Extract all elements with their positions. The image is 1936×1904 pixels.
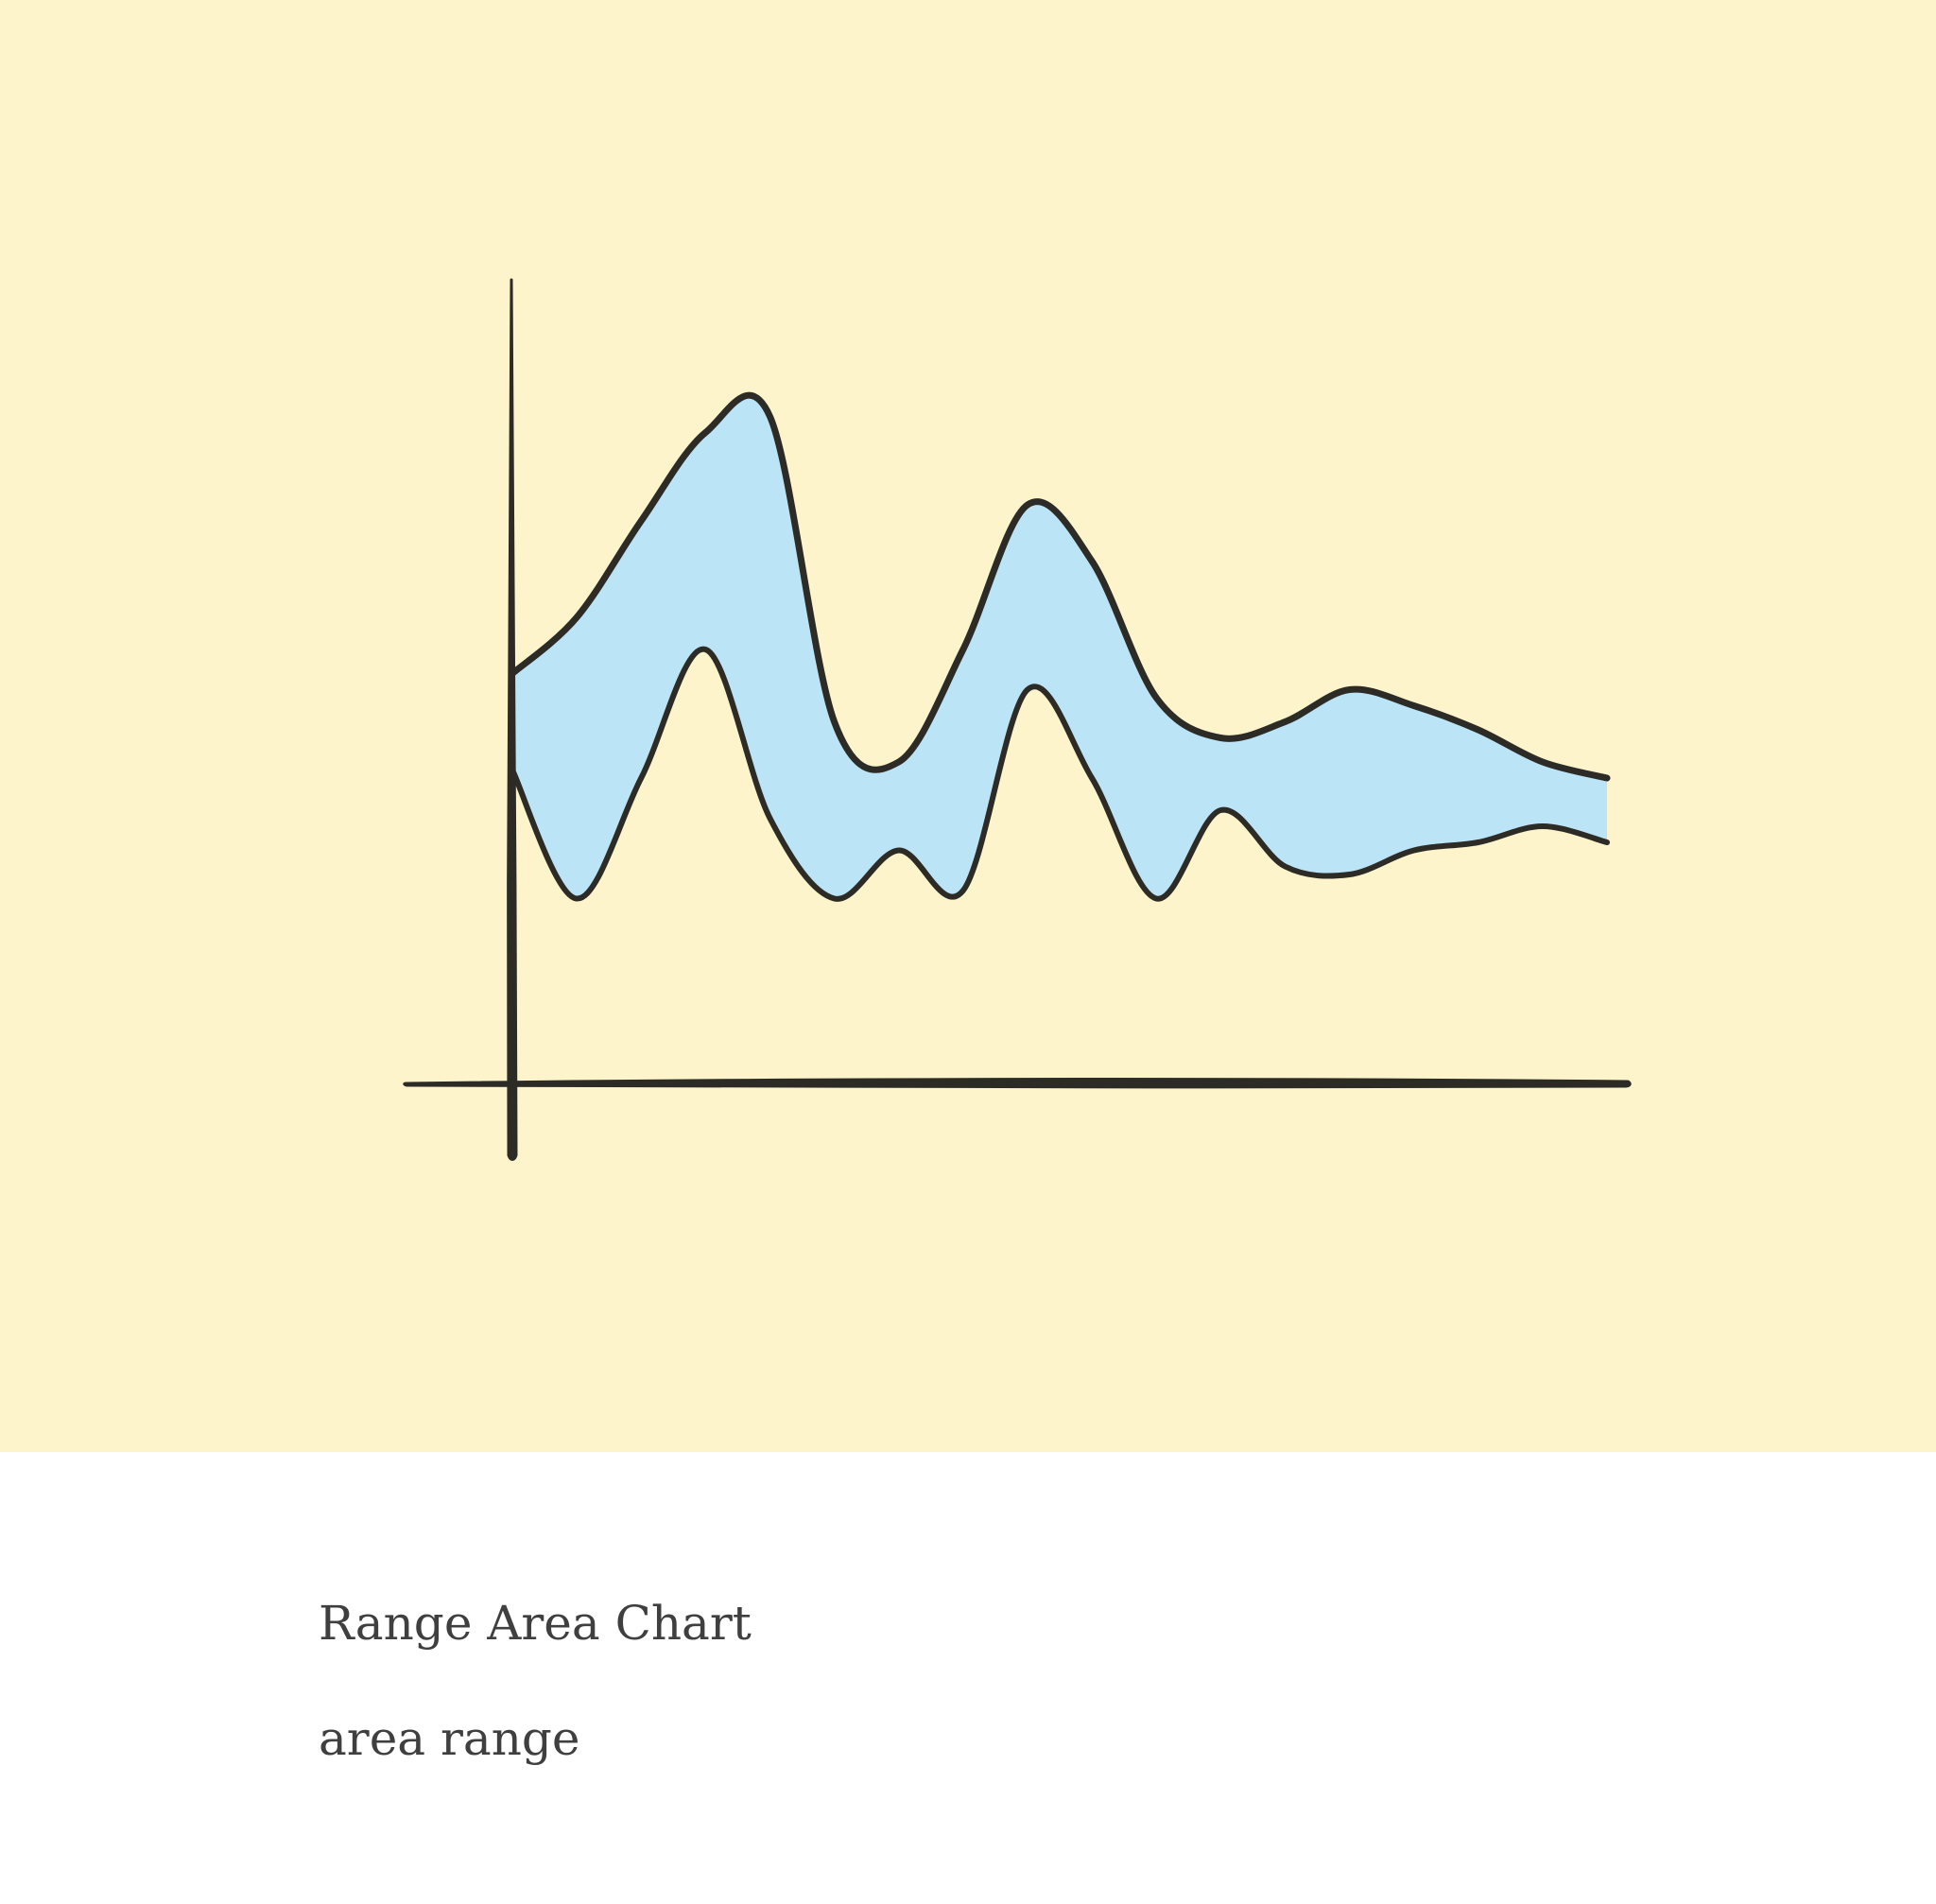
upper-point-6: [896, 759, 902, 765]
range-area-fill: [512, 395, 1607, 899]
chart-card-illustration: [0, 0, 1936, 1452]
lower-point-1: [574, 896, 579, 902]
upper-point-12: [1282, 719, 1288, 725]
lower-point-2: [638, 775, 644, 781]
upper-point-4: [767, 414, 772, 420]
lower-bound-line: [510, 646, 1610, 902]
upper-point-0: [510, 671, 515, 677]
card-title: Range Area Chart: [319, 1596, 752, 1651]
lower-point-10: [1153, 896, 1159, 902]
upper-point-2: [638, 518, 644, 524]
range-area-chart: [403, 278, 1632, 1161]
upper-point-5: [832, 719, 838, 725]
lower-point-0: [510, 768, 515, 773]
lower-point-4: [767, 816, 772, 822]
lower-point-16: [1540, 823, 1546, 829]
upper-point-11: [1218, 736, 1223, 741]
card-subtitle: area range: [319, 1711, 580, 1766]
lower-point-7: [960, 888, 966, 893]
lower-point-17: [1604, 839, 1610, 845]
lower-point-6: [896, 848, 902, 854]
y-axis: [507, 278, 518, 1161]
lower-point-8: [1025, 687, 1030, 693]
lower-point-14: [1411, 848, 1417, 854]
lower-point-11: [1218, 807, 1223, 813]
upper-point-17: [1604, 775, 1610, 781]
upper-point-7: [960, 647, 966, 652]
upper-point-16: [1540, 759, 1546, 765]
upper-point-13: [1347, 687, 1353, 693]
lower-point-9: [1089, 775, 1095, 781]
upper-point-15: [1476, 727, 1481, 733]
lower-point-3: [702, 647, 708, 652]
upper-point-3: [702, 430, 708, 436]
upper-bound-line: [509, 391, 1611, 782]
x-axis: [403, 1078, 1632, 1089]
upper-point-14: [1411, 703, 1417, 709]
lower-point-13: [1347, 872, 1353, 877]
lower-point-12: [1282, 864, 1288, 870]
upper-point-9: [1089, 559, 1095, 564]
upper-point-1: [574, 614, 579, 620]
lower-point-5: [832, 896, 838, 902]
lower-point-15: [1476, 839, 1481, 845]
upper-point-10: [1153, 695, 1159, 701]
upper-point-8: [1025, 502, 1030, 508]
